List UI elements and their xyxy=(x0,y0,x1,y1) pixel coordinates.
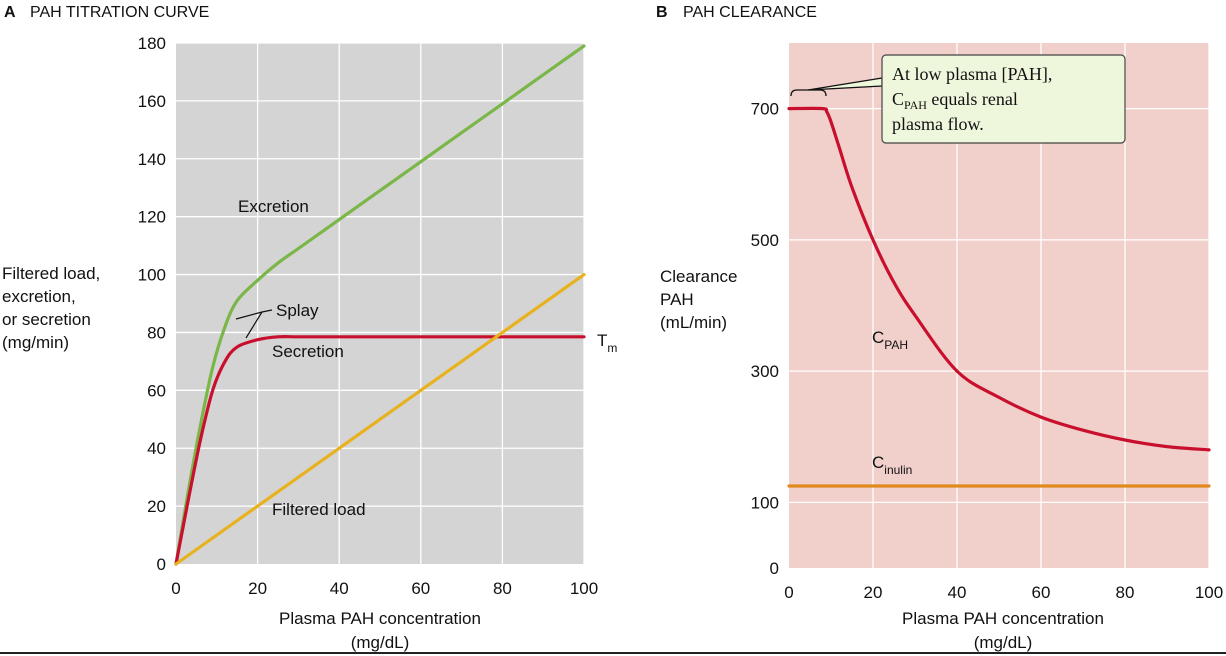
panel-a-x-tick-label: 100 xyxy=(570,579,598,598)
panel-b-y-tick-label: 700 xyxy=(751,100,779,119)
label-secretion: Secretion xyxy=(272,342,344,361)
panel-a-x-tick-label: 40 xyxy=(330,579,349,598)
panel-b-x-tick-labels: 0 20 40 60 80 100 xyxy=(784,583,1223,602)
label-tm: Tm xyxy=(597,331,617,355)
panel-b-y-tick-label: 100 xyxy=(751,493,779,512)
panel-a-y-tick-label: 40 xyxy=(147,439,166,458)
panel-a-y-tick-labels: 0 20 40 60 80 100 120 140 160 180 xyxy=(138,34,166,574)
label-cpah: CPAH xyxy=(872,328,908,352)
panel-a-ylabel-line-4: (mg/min) xyxy=(2,333,69,352)
panel-a-y-tick-label: 160 xyxy=(138,92,166,111)
panel-a-letter: A xyxy=(4,4,16,21)
panel-a: A PAH TITRATION CURVE 0 20 40 60 80 100 120 140… xyxy=(2,4,617,652)
panel-a-plot-area xyxy=(176,43,584,564)
panel-a-y-tick-label: 80 xyxy=(147,323,166,342)
panel-a-lines xyxy=(174,44,586,566)
panel-a-x-tick-label: 80 xyxy=(493,579,512,598)
panel-a-y-tick-label: 100 xyxy=(138,266,166,285)
series-line-cpah xyxy=(787,106,1211,452)
panel-a-y-tick-label: 0 xyxy=(157,555,166,574)
panel-b-x-tick-label: 60 xyxy=(1032,583,1051,602)
panel-b-y-tick-label: 0 xyxy=(770,559,779,578)
panel-b-x-tick-label: 80 xyxy=(1116,583,1135,602)
panel-a-ylabel-line-1: Filtered load, xyxy=(2,264,100,283)
label-filtered-load: Filtered load xyxy=(272,500,366,519)
panel-b-letter: B xyxy=(656,4,668,21)
series-line-excretion xyxy=(174,44,586,566)
panel-a-y-tick-label: 140 xyxy=(138,150,166,169)
splay-pointer-secretion xyxy=(245,311,263,339)
splay-pointer-top xyxy=(261,309,273,313)
panel-b-lines xyxy=(787,106,1211,488)
panel-b-ylabel-line-1: Clearance xyxy=(660,267,738,286)
label-cinulin: Cinulin xyxy=(872,453,912,477)
panel-b-x-tick-label: 100 xyxy=(1195,583,1223,602)
splay-pointer-excretion xyxy=(235,311,263,320)
label-excretion: Excretion xyxy=(238,197,309,216)
panel-a-y-tick-label: 20 xyxy=(147,497,166,516)
panel-b-x-tick-label: 20 xyxy=(864,583,883,602)
panel-b-xlabel-line-2: (mg/dL) xyxy=(974,633,1033,652)
panel-a-xlabel-line-2: (mg/dL) xyxy=(351,633,410,652)
panel-b-xlabel-line-1: Plasma PAH concentration xyxy=(902,609,1104,628)
series-line-filtered xyxy=(174,273,586,566)
panel-b-title: PAH CLEARANCE xyxy=(683,4,817,21)
panel-b-ylabel-line-2: PAH xyxy=(660,290,694,309)
panel-a-x-tick-label: 20 xyxy=(248,579,267,598)
panel-a-gridlines xyxy=(176,42,585,564)
panel-a-x-tick-label: 60 xyxy=(411,579,430,598)
panel-b-y-tick-labels: 0 100 300 500 700 xyxy=(751,100,779,578)
panel-b: B PAH CLEARANCE 0 100 300 500 700 0 20 40 60 80 1… xyxy=(656,4,1223,652)
panel-a-y-tick-label: 60 xyxy=(147,381,166,400)
panel-a-title: PAH TITRATION CURVE xyxy=(30,4,209,21)
panel-a-y-tick-label: 120 xyxy=(138,208,166,227)
callout-box xyxy=(881,54,1126,144)
label-splay: Splay xyxy=(276,301,319,320)
panel-a-xlabel-line-1: Plasma PAH concentration xyxy=(279,609,481,628)
series-line-secretion xyxy=(174,334,586,566)
panel-a-y-tick-label: 180 xyxy=(138,34,166,53)
panel-a-ylabel-line-2: excretion, xyxy=(2,287,76,306)
panel-b-x-tick-label: 40 xyxy=(948,583,967,602)
panel-b-y-tick-label: 500 xyxy=(751,231,779,250)
callout-line-1: At low plasma [PAH], xyxy=(892,64,1052,84)
callout: At low plasma [PAH], CPAH equals renal p… xyxy=(790,54,1126,144)
panel-a-ylabel-line-3: or secretion xyxy=(2,310,91,329)
callout-line-2: CPAH equals renal xyxy=(892,89,1018,112)
callout-line-3: plasma flow. xyxy=(892,114,984,134)
panel-a-x-tick-label: 0 xyxy=(171,579,180,598)
panel-b-x-tick-label: 0 xyxy=(784,583,793,602)
panel-b-ylabel-line-3: (mL/min) xyxy=(660,313,727,332)
panel-b-y-tick-label: 300 xyxy=(751,362,779,381)
panel-a-x-tick-labels: 0 20 40 60 80 100 xyxy=(171,579,598,598)
